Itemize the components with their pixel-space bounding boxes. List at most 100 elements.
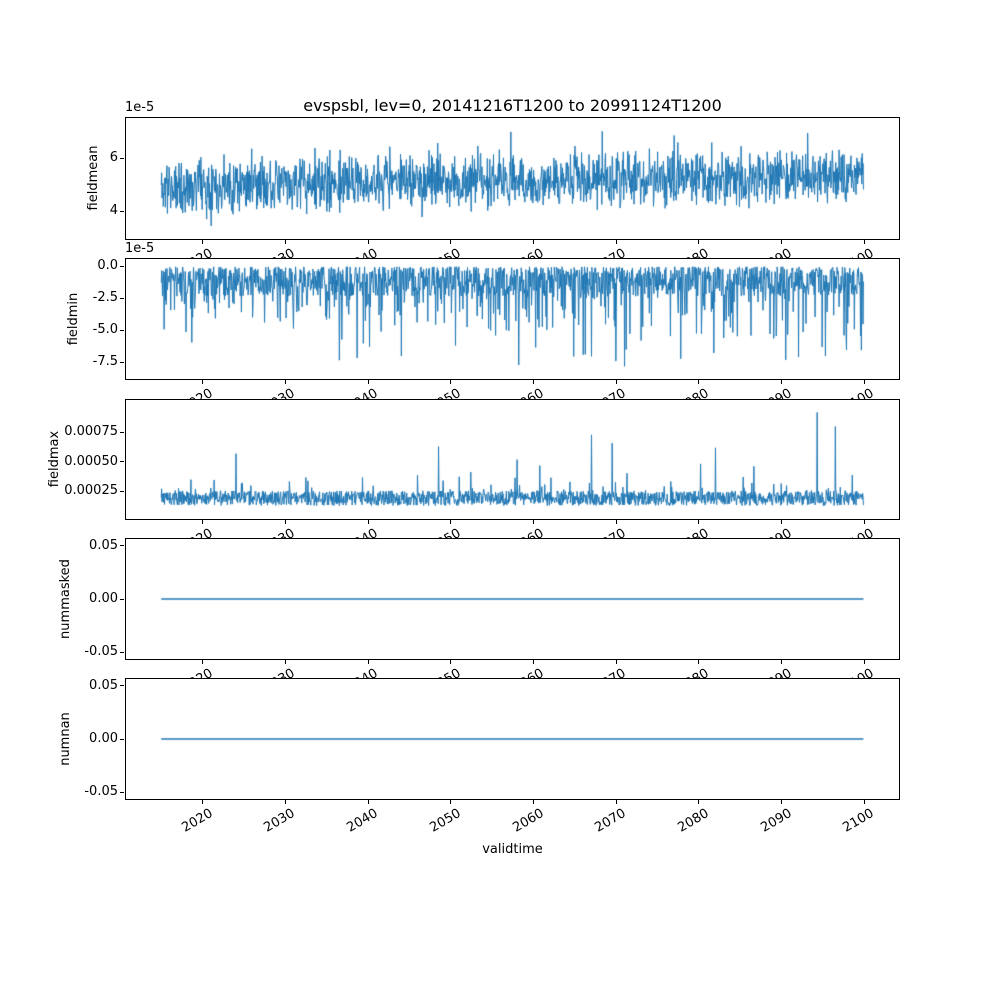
x-tick-mark xyxy=(698,520,700,524)
y-tick-mark xyxy=(120,651,124,653)
x-tick-mark xyxy=(285,800,287,804)
y-tick-mark xyxy=(120,545,124,547)
y-tick-mark xyxy=(120,490,124,492)
y-tick-label: -0.05 xyxy=(84,784,118,800)
x-tick-mark xyxy=(781,380,783,384)
x-tick-mark xyxy=(615,240,617,244)
y-tick-label: 4 xyxy=(109,203,118,219)
x-tick-mark xyxy=(285,660,287,664)
x-tick-mark xyxy=(285,520,287,524)
x-tick-mark xyxy=(202,380,204,384)
x-tick-mark xyxy=(781,520,783,524)
x-tick-label: 2100 xyxy=(840,806,877,836)
x-tick-mark xyxy=(698,660,700,664)
x-tick-mark xyxy=(863,380,865,384)
y-tick-label: -0.05 xyxy=(84,644,118,660)
x-tick-label: 2030 xyxy=(261,806,299,836)
y-tick-label: -2.5 xyxy=(92,290,118,306)
y-offset-text-fieldmin: 1e-5 xyxy=(125,241,155,256)
subplot-numnan xyxy=(125,678,900,800)
y-tick-mark xyxy=(120,461,124,463)
x-tick-label: 2060 xyxy=(509,806,547,836)
x-tick-mark xyxy=(367,800,369,804)
y-tick-label: 0.05 xyxy=(89,677,118,693)
y-tick-label: 0.0 xyxy=(97,258,118,274)
x-tick-mark xyxy=(863,520,865,524)
x-tick-mark xyxy=(367,380,369,384)
y-tick-mark xyxy=(120,265,124,267)
x-tick-label: 2050 xyxy=(427,806,464,836)
x-tick-mark xyxy=(367,660,369,664)
x-tick-mark xyxy=(533,660,535,664)
x-tick-mark xyxy=(781,660,783,664)
y-tick-label: -5.0 xyxy=(92,322,118,338)
x-tick-mark xyxy=(202,240,204,244)
x-tick-mark xyxy=(698,380,700,384)
x-tick-mark xyxy=(863,240,865,244)
y-tick-mark xyxy=(120,685,124,687)
y-tick-mark xyxy=(120,738,124,740)
x-tick-mark xyxy=(450,800,452,804)
x-tick-mark xyxy=(367,240,369,244)
x-tick-label: 2090 xyxy=(757,806,795,836)
x-tick-mark xyxy=(285,380,287,384)
x-tick-mark xyxy=(202,660,204,664)
y-tick-label: -7.5 xyxy=(92,354,118,370)
x-tick-mark xyxy=(781,240,783,244)
series-canvas-fieldmax xyxy=(126,400,899,519)
x-tick-mark xyxy=(450,660,452,664)
x-tick-label: 2080 xyxy=(675,806,712,836)
y-tick-mark xyxy=(120,329,124,331)
x-tick-mark xyxy=(698,240,700,244)
x-tick-label: 2020 xyxy=(179,806,216,836)
series-canvas-fieldmean xyxy=(126,118,899,239)
x-axis-label: validtime xyxy=(482,842,543,857)
x-tick-mark xyxy=(781,800,783,804)
chart-title: evspsbl, lev=0, 20141216T1200 to 2099112… xyxy=(303,96,722,115)
y-tick-label: 0.00050 xyxy=(64,453,118,469)
x-tick-mark xyxy=(863,800,865,804)
x-tick-mark xyxy=(533,520,535,524)
subplot-fieldmin xyxy=(125,258,900,380)
y-tick-label: 0.05 xyxy=(89,537,118,553)
subplot-nummasked xyxy=(125,538,900,660)
y-tick-mark xyxy=(120,791,124,793)
x-tick-mark xyxy=(863,660,865,664)
x-tick-mark xyxy=(450,520,452,524)
x-tick-mark xyxy=(615,380,617,384)
y-tick-mark xyxy=(120,157,124,159)
x-tick-mark xyxy=(450,380,452,384)
y-tick-label: 0.00025 xyxy=(64,483,118,499)
series-canvas-nummasked xyxy=(126,539,899,659)
x-tick-mark xyxy=(202,520,204,524)
x-tick-mark xyxy=(285,240,287,244)
x-tick-mark xyxy=(533,380,535,384)
x-tick-mark xyxy=(202,800,204,804)
x-tick-label: 2040 xyxy=(344,806,381,836)
x-tick-mark xyxy=(615,800,617,804)
y-tick-mark xyxy=(120,598,124,600)
x-tick-mark xyxy=(450,240,452,244)
y-tick-mark xyxy=(120,210,124,212)
x-tick-mark xyxy=(533,800,535,804)
y-tick-label: 0.00 xyxy=(89,731,118,746)
series-canvas-fieldmin xyxy=(126,259,899,379)
x-tick-mark xyxy=(533,240,535,244)
y-tick-label: 0.00 xyxy=(89,591,118,606)
x-tick-mark xyxy=(615,520,617,524)
y-offset-text-fieldmean: 1e-5 xyxy=(125,100,155,115)
x-tick-mark xyxy=(367,520,369,524)
y-tick-label: 6 xyxy=(109,150,118,166)
y-tick-mark xyxy=(120,361,124,363)
subplot-fieldmax xyxy=(125,399,900,520)
x-tick-mark xyxy=(698,800,700,804)
subplot-fieldmean xyxy=(125,117,900,240)
x-tick-label: 2070 xyxy=(592,806,629,836)
series-canvas-numnan xyxy=(126,679,899,799)
y-tick-mark xyxy=(120,297,124,299)
y-tick-mark xyxy=(120,431,124,433)
x-tick-mark xyxy=(615,660,617,664)
y-tick-label: 0.00075 xyxy=(64,424,118,440)
